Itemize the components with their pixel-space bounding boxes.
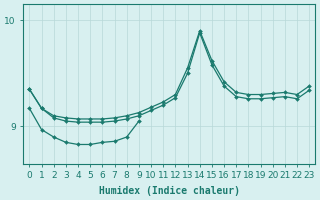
X-axis label: Humidex (Indice chaleur): Humidex (Indice chaleur) (99, 186, 240, 196)
